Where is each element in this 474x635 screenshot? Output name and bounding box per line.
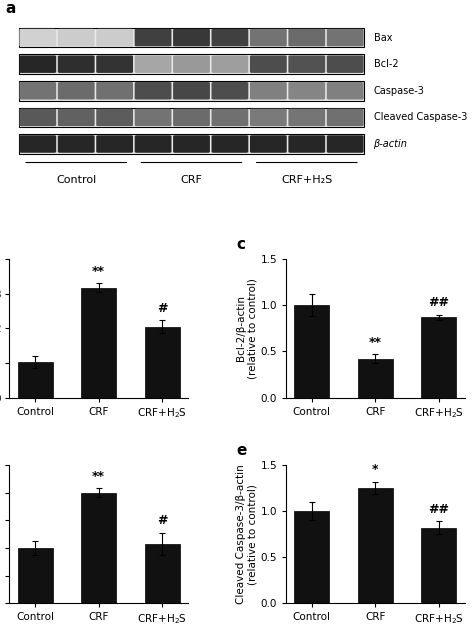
FancyBboxPatch shape — [58, 135, 95, 153]
FancyBboxPatch shape — [58, 109, 95, 126]
FancyBboxPatch shape — [18, 55, 365, 74]
Text: a: a — [5, 1, 15, 16]
FancyBboxPatch shape — [58, 55, 95, 73]
FancyBboxPatch shape — [288, 55, 325, 73]
FancyBboxPatch shape — [96, 82, 133, 100]
FancyBboxPatch shape — [19, 82, 56, 100]
FancyBboxPatch shape — [18, 134, 365, 154]
FancyBboxPatch shape — [18, 28, 365, 48]
FancyBboxPatch shape — [288, 82, 325, 100]
Bar — [294, 511, 329, 603]
Text: Bcl-2: Bcl-2 — [374, 59, 398, 69]
FancyBboxPatch shape — [96, 109, 133, 126]
Bar — [18, 548, 53, 603]
FancyBboxPatch shape — [58, 82, 95, 100]
Text: #: # — [157, 302, 168, 315]
Text: Bax: Bax — [374, 32, 392, 43]
Bar — [81, 493, 116, 603]
FancyBboxPatch shape — [250, 82, 287, 100]
FancyBboxPatch shape — [211, 82, 248, 100]
Bar — [421, 528, 456, 603]
Y-axis label: Cleaved Caspase-3/β-actin
(relative to control): Cleaved Caspase-3/β-actin (relative to c… — [236, 464, 258, 604]
FancyBboxPatch shape — [211, 109, 248, 126]
FancyBboxPatch shape — [288, 109, 325, 126]
FancyBboxPatch shape — [327, 135, 364, 153]
FancyBboxPatch shape — [173, 109, 210, 126]
Text: β-actin: β-actin — [374, 139, 407, 149]
Bar — [358, 488, 393, 603]
Text: Caspase-3: Caspase-3 — [374, 86, 424, 96]
Text: #: # — [157, 514, 168, 528]
Text: e: e — [236, 443, 246, 458]
Y-axis label: Bcl-2/β-actin
(relative to control): Bcl-2/β-actin (relative to control) — [236, 278, 258, 379]
Text: **: ** — [369, 336, 382, 349]
FancyBboxPatch shape — [19, 55, 56, 73]
FancyBboxPatch shape — [135, 109, 172, 126]
FancyBboxPatch shape — [19, 135, 56, 153]
Bar — [81, 288, 116, 398]
Text: Control: Control — [56, 175, 96, 185]
Text: CRF+H₂S: CRF+H₂S — [281, 175, 332, 185]
FancyBboxPatch shape — [18, 107, 365, 127]
FancyBboxPatch shape — [19, 109, 56, 126]
FancyBboxPatch shape — [327, 55, 364, 73]
Bar — [145, 326, 180, 398]
FancyBboxPatch shape — [211, 135, 248, 153]
Text: **: ** — [92, 265, 105, 278]
FancyBboxPatch shape — [173, 29, 210, 46]
Text: ##: ## — [428, 296, 449, 309]
FancyBboxPatch shape — [135, 55, 172, 73]
FancyBboxPatch shape — [250, 135, 287, 153]
FancyBboxPatch shape — [135, 135, 172, 153]
FancyBboxPatch shape — [211, 29, 248, 46]
Bar — [294, 305, 329, 398]
FancyBboxPatch shape — [327, 109, 364, 126]
Bar — [358, 359, 393, 398]
FancyBboxPatch shape — [173, 55, 210, 73]
FancyBboxPatch shape — [250, 55, 287, 73]
Text: Cleaved Caspase-3: Cleaved Caspase-3 — [374, 112, 467, 123]
FancyBboxPatch shape — [96, 55, 133, 73]
FancyBboxPatch shape — [327, 29, 364, 46]
Bar — [421, 318, 456, 398]
FancyBboxPatch shape — [135, 29, 172, 46]
Bar — [145, 544, 180, 603]
Text: CRF: CRF — [181, 175, 202, 185]
Text: *: * — [372, 463, 379, 476]
FancyBboxPatch shape — [250, 29, 287, 46]
FancyBboxPatch shape — [96, 135, 133, 153]
FancyBboxPatch shape — [135, 82, 172, 100]
FancyBboxPatch shape — [58, 29, 95, 46]
FancyBboxPatch shape — [288, 29, 325, 46]
FancyBboxPatch shape — [327, 82, 364, 100]
FancyBboxPatch shape — [173, 82, 210, 100]
FancyBboxPatch shape — [96, 29, 133, 46]
FancyBboxPatch shape — [173, 135, 210, 153]
FancyBboxPatch shape — [19, 29, 56, 46]
FancyBboxPatch shape — [18, 81, 365, 100]
Bar — [18, 362, 53, 398]
Text: ##: ## — [428, 503, 449, 516]
Text: **: ** — [92, 470, 105, 483]
FancyBboxPatch shape — [250, 109, 287, 126]
FancyBboxPatch shape — [288, 135, 325, 153]
FancyBboxPatch shape — [211, 55, 248, 73]
Text: c: c — [236, 237, 245, 252]
